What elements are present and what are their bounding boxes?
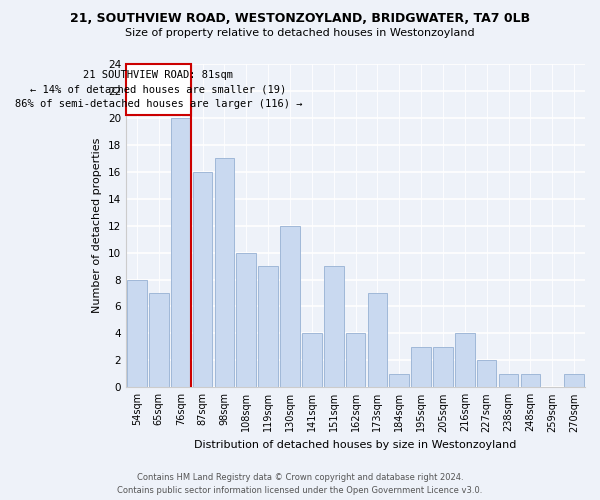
Bar xyxy=(433,347,453,388)
FancyBboxPatch shape xyxy=(126,64,191,115)
Bar xyxy=(193,172,212,388)
Bar xyxy=(368,293,387,388)
Bar xyxy=(302,334,322,388)
Bar xyxy=(389,374,409,388)
Bar xyxy=(258,266,278,388)
Bar xyxy=(149,293,169,388)
Text: Size of property relative to detached houses in Westonzoyland: Size of property relative to detached ho… xyxy=(125,28,475,38)
Text: Contains HM Land Registry data © Crown copyright and database right 2024.
Contai: Contains HM Land Registry data © Crown c… xyxy=(118,474,482,495)
Bar xyxy=(411,347,431,388)
Y-axis label: Number of detached properties: Number of detached properties xyxy=(92,138,103,314)
Bar xyxy=(477,360,496,388)
Bar xyxy=(280,226,300,388)
Text: 21, SOUTHVIEW ROAD, WESTONZOYLAND, BRIDGWATER, TA7 0LB: 21, SOUTHVIEW ROAD, WESTONZOYLAND, BRIDG… xyxy=(70,12,530,26)
Bar xyxy=(499,374,518,388)
Bar xyxy=(346,334,365,388)
Text: 21 SOUTHVIEW ROAD: 81sqm
← 14% of detached houses are smaller (19)
86% of semi-d: 21 SOUTHVIEW ROAD: 81sqm ← 14% of detach… xyxy=(14,70,302,110)
Bar xyxy=(564,374,584,388)
Bar xyxy=(324,266,344,388)
Bar xyxy=(521,374,540,388)
Bar xyxy=(171,118,191,388)
Bar xyxy=(455,334,475,388)
Bar xyxy=(127,280,147,388)
Bar xyxy=(215,158,234,388)
Bar xyxy=(236,252,256,388)
X-axis label: Distribution of detached houses by size in Westonzoyland: Distribution of detached houses by size … xyxy=(194,440,517,450)
